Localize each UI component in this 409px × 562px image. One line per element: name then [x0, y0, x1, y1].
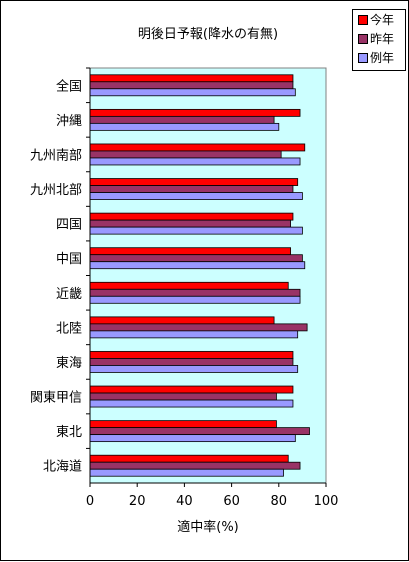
- legend-swatch-average: [358, 53, 368, 63]
- category-label: 北海道: [43, 460, 82, 475]
- bar-7-series-1: [89, 281, 289, 290]
- legend-swatch-last-year: [358, 34, 368, 44]
- bar-4-series-2: [89, 185, 294, 193]
- x-tick-label: 100: [314, 494, 339, 509]
- x-tick-label: 80: [271, 494, 288, 509]
- legend: 今年 昨年 例年: [352, 9, 406, 71]
- x-tick-label: 60: [223, 494, 240, 509]
- category-label: 九州北部: [30, 183, 82, 198]
- plot-area: [89, 67, 327, 484]
- bar-2-series-2: [89, 115, 275, 124]
- bar-8-series-1: [89, 316, 275, 325]
- legend-swatch-this-year: [358, 15, 368, 25]
- category-label: 全国: [56, 78, 82, 94]
- bar-12-series-3: [89, 468, 284, 477]
- x-tick-label: 0: [86, 494, 94, 509]
- category-label: 近畿: [56, 287, 82, 302]
- bar-4-series-3: [89, 192, 303, 200]
- bar-6-series-1: [89, 247, 292, 256]
- x-axis-ticks: 0 20 40 60 80 100: [86, 483, 339, 509]
- bar-12-series-1: [89, 454, 289, 463]
- bar-7-series-3: [89, 295, 301, 304]
- x-tick-label: 40: [176, 494, 193, 509]
- bar-6-series-2: [89, 254, 303, 263]
- bar-3-series-2: [89, 150, 282, 159]
- x-axis-title: 適中率(%): [177, 519, 239, 535]
- bar-10-series-3: [89, 399, 294, 408]
- bar-5-series-3: [89, 226, 303, 235]
- category-label: 北陸: [56, 320, 82, 336]
- category-label: 関東甲信: [30, 390, 82, 406]
- category-label: 中国: [56, 252, 82, 267]
- bar-10-series-1: [89, 385, 294, 394]
- bar-1-series-2: [89, 81, 294, 90]
- bar-7-series-2: [89, 288, 301, 297]
- chart-title: 明後日予報(降水の有無): [138, 27, 278, 42]
- bar-11-series-1: [89, 420, 277, 429]
- bar-2-series-1: [89, 108, 301, 117]
- category-label: 九州南部: [30, 147, 82, 163]
- legend-label-last-year: 昨年: [370, 32, 395, 46]
- bars-layer: [89, 74, 310, 477]
- x-tick-label: 20: [129, 494, 146, 509]
- category-label: 東北: [56, 424, 82, 440]
- bar-3-series-3: [89, 157, 301, 166]
- bar-11-series-2: [89, 427, 310, 436]
- bar-8-series-3: [89, 330, 299, 339]
- bar-10-series-2: [89, 392, 277, 401]
- bar-4-series-1: [89, 178, 299, 186]
- category-label: 沖縄: [56, 114, 82, 129]
- bar-12-series-2: [89, 461, 301, 470]
- category-label: 東海: [56, 355, 82, 371]
- bar-11-series-3: [89, 434, 296, 443]
- bar-2-series-3: [89, 122, 280, 131]
- bar-9-series-1: [89, 351, 294, 359]
- bar-1-series-3: [89, 88, 296, 97]
- bar-5-series-2: [89, 219, 292, 228]
- legend-label-average: 例年: [370, 51, 395, 65]
- category-label: 四国: [56, 218, 82, 233]
- bar-9-series-3: [89, 365, 299, 373]
- bar-9-series-2: [89, 358, 294, 366]
- bar-5-series-1: [89, 212, 294, 221]
- bar-3-series-1: [89, 143, 306, 152]
- legend-label-this-year: 今年: [370, 13, 395, 27]
- bar-1-series-1: [89, 74, 294, 83]
- bar-8-series-2: [89, 323, 308, 332]
- bar-6-series-3: [89, 261, 306, 270]
